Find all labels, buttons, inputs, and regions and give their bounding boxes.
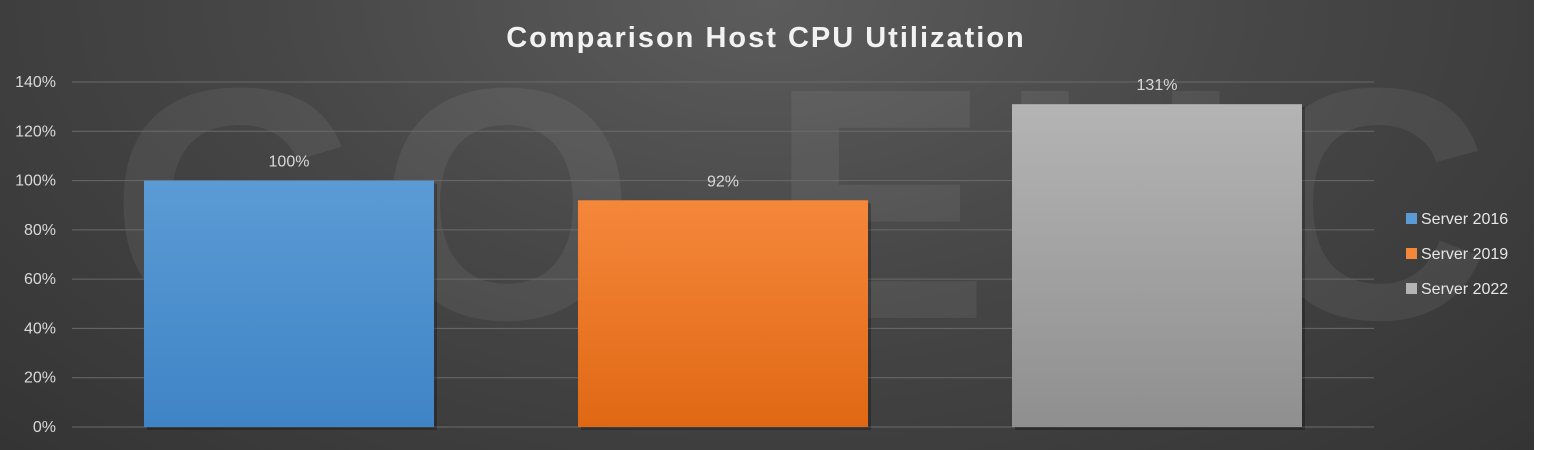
y-axis: 0% 20% 40% 60% 80% 100% 120% 140% [15,74,56,436]
y-tick-label: 0% [33,419,56,436]
y-tick-label: 60% [24,271,56,288]
bar-server-2019 [578,200,868,427]
legend-label: Server 2019 [1421,246,1508,263]
legend-swatch [1406,248,1417,259]
bars [144,104,1305,430]
legend-label: Server 2016 [1421,211,1508,228]
legend-swatch [1406,213,1417,224]
data-label: 100% [269,154,310,171]
y-tick-label: 80% [24,222,56,239]
legend: Server 2016 Server 2019 Server 2022 [1406,211,1508,298]
legend-label: Server 2022 [1421,281,1508,298]
y-tick-label: 120% [15,123,56,140]
y-tick-label: 20% [24,370,56,387]
legend-swatch [1406,283,1417,294]
data-label: 131% [1137,77,1178,94]
data-label: 92% [707,173,739,190]
y-tick-label: 40% [24,320,56,337]
y-tick-label: 100% [15,173,56,190]
bar-server-2022 [1012,104,1302,427]
bar-server-2016 [144,180,434,427]
data-labels: 100% 92% 131% [269,77,1178,190]
y-tick-label: 140% [15,74,56,91]
chart-title: Comparison Host CPU Utilization [506,22,1026,54]
